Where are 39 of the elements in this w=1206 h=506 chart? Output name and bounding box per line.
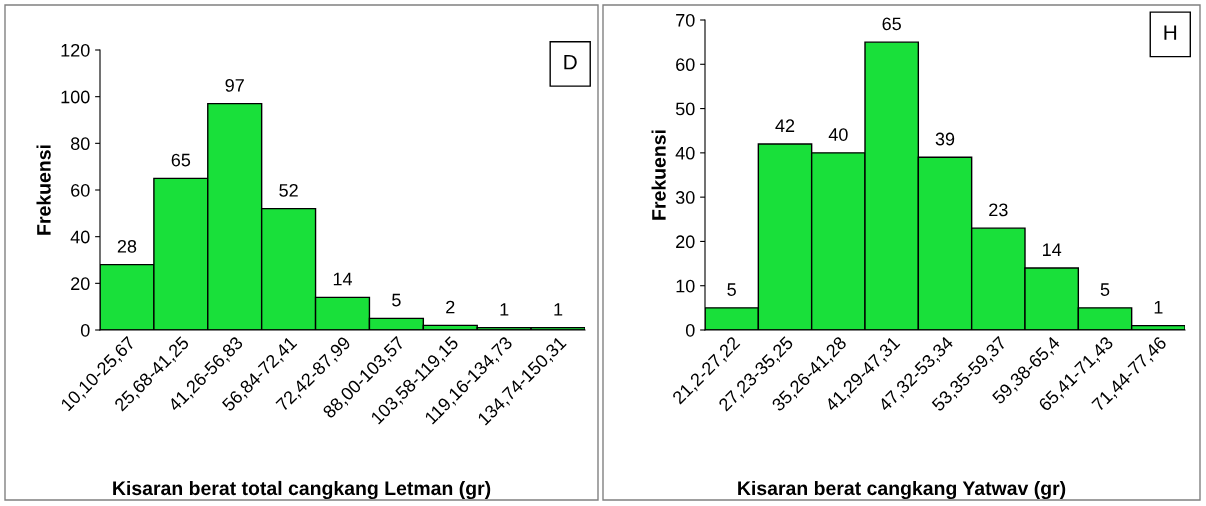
y-tick-label: 80: [70, 137, 90, 151]
y-tick-label: 60: [676, 58, 695, 72]
y-tick-label: 40: [675, 146, 695, 160]
data-label: 1: [1154, 301, 1163, 314]
x-axis-title: Kisaran berat total cangkang Letman (gr): [113, 480, 491, 500]
data-label: 2: [446, 300, 455, 314]
data-label: 14: [333, 272, 353, 286]
y-tick-label: 20: [676, 235, 695, 249]
data-label: 52: [279, 183, 298, 197]
data-label: 97: [225, 78, 244, 92]
data-label: 65: [171, 153, 191, 167]
y-tick-label: 50: [675, 102, 695, 116]
data-label: 1: [554, 303, 563, 316]
data-label: 23: [989, 203, 1008, 217]
data-label: 65: [882, 17, 901, 31]
data-label: 5: [727, 283, 736, 296]
data-label: 14: [1043, 243, 1062, 256]
data-label: 5: [1100, 283, 1110, 296]
y-axis-title: Frekuensi: [651, 130, 666, 220]
annotation: D: [564, 54, 577, 70]
y-tick-label: 20: [71, 277, 90, 291]
data-label: 1: [500, 303, 509, 316]
y-tick-label: 0: [80, 323, 90, 337]
y-tick-label: 70: [676, 13, 695, 27]
x-axis-title: Kisaran berat cangkang Yatwav (gr): [738, 480, 1066, 500]
y-tick-label: 10: [676, 279, 695, 293]
y-tick-label: 100: [61, 90, 90, 104]
data-label: 39: [935, 132, 955, 146]
y-tick-label: 30: [675, 191, 695, 204]
annotation: H: [1164, 25, 1177, 40]
y-tick-label: 60: [71, 183, 90, 197]
y-axis-title: Frekuensi: [36, 145, 51, 235]
data-label: 40: [828, 128, 848, 141]
y-tick-label: 40: [70, 230, 90, 244]
y-tick-label: 120: [61, 43, 90, 57]
data-label: 5: [392, 293, 401, 307]
y-tick-label: 0: [685, 323, 695, 337]
data-label: 28: [117, 239, 137, 253]
data-label: 42: [775, 119, 795, 132]
